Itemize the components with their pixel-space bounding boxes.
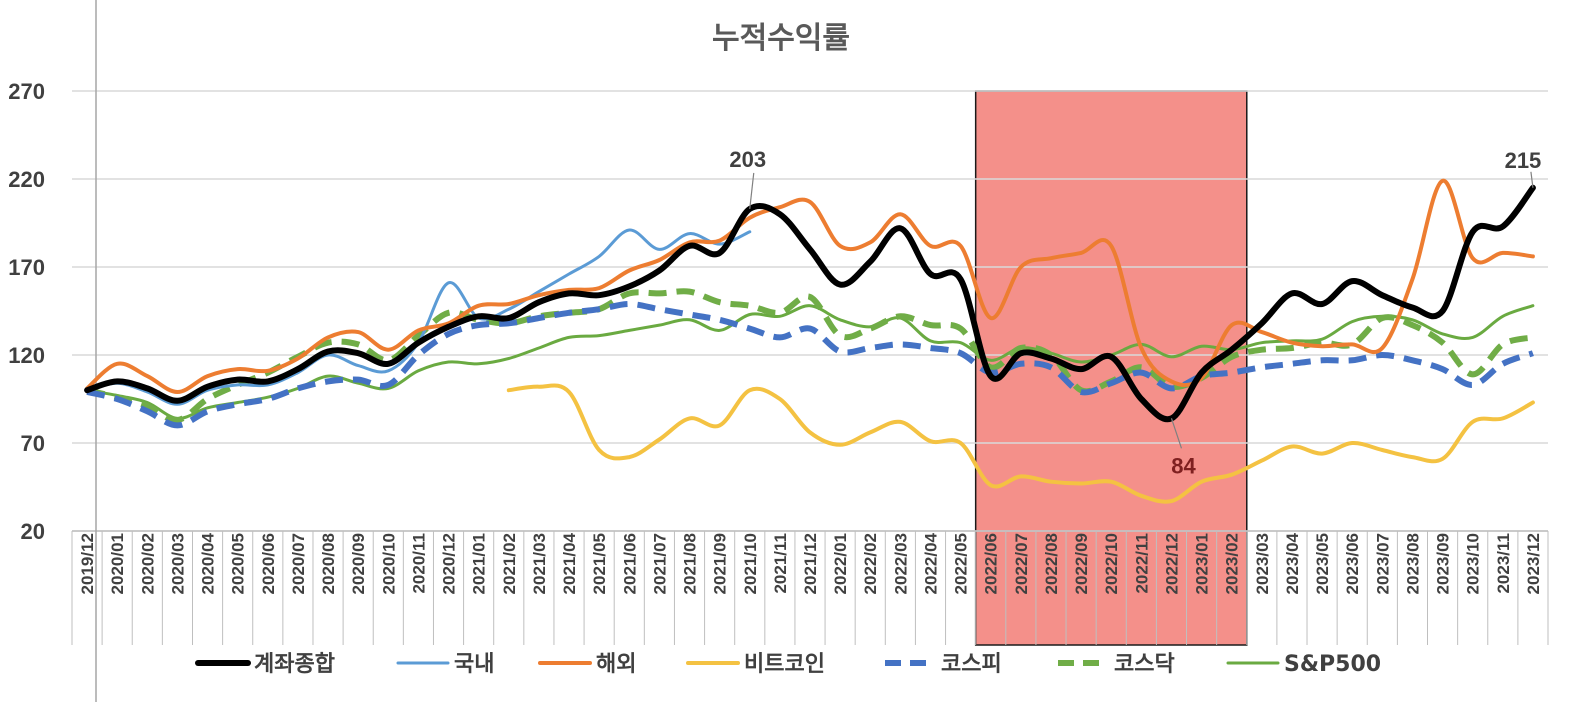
x-tick-label: 2023/03: [1253, 533, 1272, 594]
x-tick-label: 2020/01: [108, 533, 127, 594]
x-tick-label: 2019/12: [78, 533, 97, 594]
y-tick-label: 170: [8, 255, 45, 280]
x-tick-label: 2021/11: [771, 533, 790, 594]
x-tick-label: 2021/09: [711, 533, 730, 594]
x-tick-label: 2021/05: [590, 533, 609, 594]
data-label: 84: [1171, 453, 1196, 478]
legend-label: S&P500: [1284, 652, 1381, 677]
data-label-leader: [1530, 171, 1534, 188]
x-tick-label: 2020/12: [440, 533, 459, 594]
data-label-leader: [1170, 418, 1183, 449]
x-tick-label: 2023/01: [1193, 533, 1212, 594]
x-tick-label: 2021/08: [681, 533, 700, 594]
x-tick-label: 2022/12: [1162, 533, 1181, 594]
x-tick-label: 2020/06: [259, 533, 278, 594]
x-tick-label: 2022/01: [831, 533, 850, 594]
x-tick-label: 2023/12: [1524, 533, 1543, 594]
x-tick-label: 2020/07: [289, 533, 308, 594]
x-tick-label: 2022/02: [861, 533, 880, 594]
x-tick-label: 2022/10: [1102, 533, 1121, 594]
highlight-band: [974, 90, 1248, 646]
x-tick-label: 2021/03: [530, 533, 549, 594]
x-tick-label: 2020/10: [379, 533, 398, 594]
x-tick-label: 2022/06: [982, 533, 1001, 594]
x-tick-label: 2020/03: [168, 533, 187, 594]
legend-label: 비트코인: [744, 652, 825, 677]
x-tick-label: 2021/10: [741, 533, 760, 594]
x-tick-label: 2020/04: [199, 532, 218, 594]
data-label-leader: [749, 172, 755, 209]
data-label: 203: [729, 147, 766, 172]
chart-title: 누적수익률: [712, 21, 850, 56]
series-line-국내: [85, 228, 752, 406]
y-tick-label: 270: [8, 79, 45, 104]
x-tick-label: 2022/04: [921, 532, 940, 594]
legend-label: 계좌종합: [254, 651, 335, 677]
series-line-계좌종합: [84, 184, 1536, 423]
series-line-코스피: [86, 301, 1534, 429]
series-line-비트코인: [506, 383, 1535, 504]
x-tick-label: 2020/02: [138, 533, 157, 594]
x-tick-label: 2021/01: [470, 533, 489, 594]
x-tick-label: 2021/06: [620, 533, 639, 594]
x-tick-label: 2020/05: [229, 533, 248, 594]
x-tick-label: 2022/11: [1132, 533, 1151, 594]
legend-label: 코스닥: [1114, 652, 1175, 677]
x-tick-label: 2022/07: [1012, 533, 1031, 594]
x-tick-label: 2023/10: [1464, 533, 1483, 594]
legend-label: 국내: [454, 652, 494, 677]
x-tick-label: 2020/09: [349, 533, 368, 594]
y-tick-label: 20: [21, 519, 45, 544]
x-tick-label: 2020/08: [319, 533, 338, 594]
series-line-해외: [85, 178, 1535, 394]
x-tick-label: 2023/11: [1494, 533, 1513, 594]
x-tick-label: 2022/09: [1072, 533, 1091, 594]
y-tick-label: 120: [8, 343, 45, 368]
x-tick-label: 2021/12: [801, 533, 820, 594]
x-tick-label: 2023/02: [1223, 533, 1242, 594]
series-line-코스닥: [86, 288, 1534, 424]
x-tick-label: 2020/11: [409, 533, 428, 594]
x-tick-label: 2023/07: [1373, 533, 1392, 594]
data-label: 215: [1505, 148, 1542, 173]
x-tick-label: 2021/07: [650, 533, 669, 594]
x-tick-label: 2022/05: [952, 533, 971, 594]
x-tick-label: 2023/05: [1313, 533, 1332, 594]
x-tick-label: 2021/04: [560, 532, 579, 594]
legend-label: 해외: [596, 652, 636, 677]
x-tick-label: 2023/09: [1434, 533, 1453, 594]
y-tick-label: 220: [8, 167, 45, 192]
x-tick-label: 2022/03: [891, 533, 910, 594]
x-tick-label: 2021/02: [500, 533, 519, 594]
x-tick-label: 2023/06: [1343, 533, 1362, 594]
x-tick-label: 2022/08: [1042, 533, 1061, 594]
y-tick-label: 70: [21, 431, 45, 456]
legend-label: 코스피: [941, 652, 1002, 677]
x-tick-label: 2023/08: [1403, 533, 1422, 594]
x-tick-label: 2023/04: [1283, 532, 1302, 594]
